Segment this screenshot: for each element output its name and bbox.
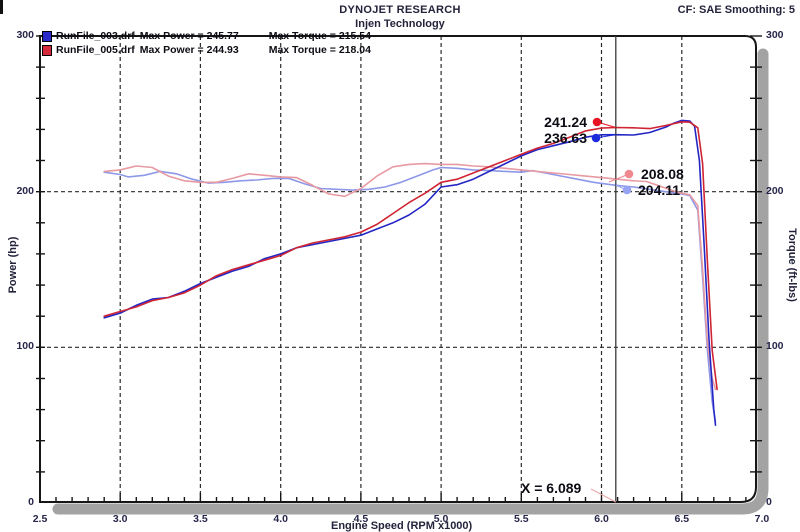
marker-dot — [592, 117, 602, 127]
cursor-value-power-blue: 236.63 — [544, 130, 587, 146]
legend-swatch-red — [42, 44, 52, 56]
cursor-label-connector — [590, 488, 617, 503]
torque-tick-label: 100 — [766, 340, 784, 353]
legend: RunFile_003.drf Max Power = 245.77 Max T… — [42, 29, 371, 57]
x-tick-label: 7.0 — [754, 513, 770, 525]
torque-axis-title: Torque (ft-lbs) — [786, 228, 798, 302]
x-tick-label: 2.5 — [32, 513, 48, 525]
plot-frame — [39, 35, 757, 503]
power-tick-label: 200 — [16, 184, 34, 197]
x-tick-label: 3.0 — [112, 513, 128, 525]
correction-smoothing-label: CF: SAE Smoothing: 5 — [677, 4, 795, 16]
x-tick-label: 3.5 — [193, 513, 208, 525]
torque-tick-label: 300 — [766, 28, 784, 41]
power-tick-label: 300 — [16, 28, 34, 41]
torque-tick-label: 200 — [766, 184, 784, 197]
chart-subtitle: Injen Technology — [355, 18, 445, 30]
cursor-value-torque-red: 208.08 — [641, 166, 684, 182]
x-tick-label: 5.0 — [433, 513, 449, 525]
cursor-value-torque-blue: 204.11 — [638, 182, 681, 198]
legend-max-power-label: Max Power = 244.93 — [139, 44, 239, 56]
legend-swatch-blue — [42, 30, 52, 42]
x-tick-label: 4.5 — [353, 513, 369, 525]
torque-tick-label: 0 — [766, 496, 772, 508]
legend-item-runfile-005: RunFile_005.drf Max Power = 244.93 Max T… — [42, 43, 371, 57]
gridlines — [40, 36, 756, 502]
chart-title: DYNOJET RESEARCH — [339, 4, 461, 16]
legend-file-label: RunFile_005.drf — [56, 44, 135, 56]
legend-item-runfile-003: RunFile_003.drf Max Power = 245.77 Max T… — [42, 29, 371, 43]
power-tick-label: 0 — [28, 496, 34, 508]
screen-edge-artifact — [0, 0, 3, 14]
legend-max-power-label: Max Power = 245.77 — [139, 30, 239, 42]
rpm-axis-title: Engine Speed (RPM x1000) — [331, 520, 473, 532]
curve — [103, 162, 717, 391]
x-tick-label: 6.5 — [674, 513, 690, 525]
cursor-rpm-label: X = 6.089 — [521, 480, 582, 496]
legend-max-torque-label: Max Torque = 215.54 — [268, 30, 371, 42]
axis-ticks — [36, 35, 762, 502]
x-tick-label: 5.5 — [514, 513, 529, 525]
power-tick-label: 100 — [16, 340, 34, 353]
marker-dot — [591, 133, 601, 143]
cursor-value-power-red: 241.24 — [544, 114, 587, 130]
marker-dot — [622, 185, 632, 195]
power-axis-title: Power (hp) — [7, 236, 19, 294]
marker-dot — [624, 169, 634, 179]
curve — [103, 119, 717, 427]
plot-frame-shadow — [52, 48, 769, 515]
x-tick-label: 4.0 — [273, 513, 288, 525]
curve — [103, 166, 717, 423]
legend-file-label: RunFile_003.drf — [56, 30, 135, 42]
x-tick-label: 6.0 — [594, 513, 609, 525]
legend-max-torque-label: Max Torque = 218.04 — [268, 44, 371, 56]
curve — [103, 121, 718, 391]
